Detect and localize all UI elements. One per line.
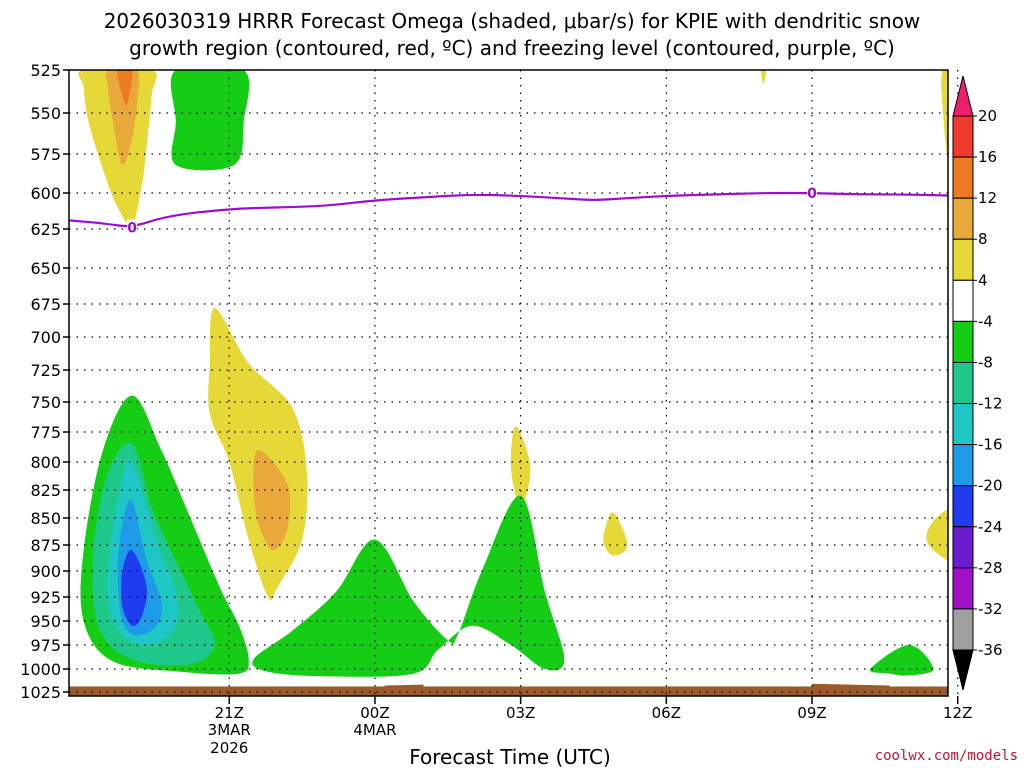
y-tick-label: 1000 bbox=[20, 660, 61, 679]
colorbar-swatch bbox=[952, 197, 974, 240]
x-tick-date: 4MAR bbox=[353, 721, 396, 739]
colorbar-label: -24 bbox=[978, 518, 1003, 536]
y-tick-label: 750 bbox=[30, 393, 61, 412]
colorbar-swatch bbox=[952, 115, 974, 158]
freezing-level-label: 0 bbox=[807, 186, 817, 202]
x-tick-label: 12Z bbox=[943, 704, 972, 722]
omega-pos-8-upper-left bbox=[105, 70, 140, 165]
plot-frame bbox=[68, 69, 949, 697]
colorbar-label: 16 bbox=[978, 148, 997, 166]
omega-neg-4-low-mid bbox=[252, 495, 565, 677]
x-axis-label: Forecast Time (UTC) bbox=[409, 745, 611, 768]
colorbar-swatch bbox=[952, 361, 974, 405]
x-tick-label: 21Z bbox=[215, 704, 244, 722]
colorbar-label: -16 bbox=[978, 436, 1003, 454]
colorbar-swatch bbox=[952, 567, 974, 610]
colorbar-label: -32 bbox=[978, 600, 1003, 618]
y-tick-label: 625 bbox=[30, 220, 61, 239]
y-tick-label: 575 bbox=[30, 145, 61, 164]
y-tick-label: 950 bbox=[30, 612, 61, 631]
x-tick-year: 2026 bbox=[210, 739, 248, 757]
colorbar-swatch bbox=[952, 444, 974, 487]
colorbar-swatch bbox=[952, 608, 974, 651]
y-tick-label: 850 bbox=[30, 509, 61, 528]
y-tick-label: 650 bbox=[30, 259, 61, 278]
credit-text: coolwx.com/models bbox=[875, 748, 1018, 764]
x-tick-label: 03Z bbox=[506, 704, 535, 722]
x-tick-label: 09Z bbox=[797, 704, 826, 722]
colorbar-bottom-arrow bbox=[952, 649, 974, 691]
colorbar-swatch bbox=[952, 403, 974, 446]
y-tick-label: 550 bbox=[30, 104, 61, 123]
freezing-level-contour: 00 bbox=[69, 185, 948, 237]
omega-pos-4-upper-right bbox=[941, 70, 948, 162]
colorbar-label: 20 bbox=[978, 107, 997, 125]
surface-bump bbox=[384, 684, 424, 687]
y-tick-label: 875 bbox=[30, 536, 61, 555]
colorbar-label: -28 bbox=[978, 559, 1003, 577]
y-tick-label: 775 bbox=[30, 423, 61, 442]
colorbar-swatch bbox=[952, 320, 974, 363]
surface-band bbox=[69, 686, 948, 696]
colorbar-label: -20 bbox=[978, 477, 1003, 495]
omega-neg-4-low-right bbox=[869, 645, 934, 676]
colorbar-label: 4 bbox=[978, 271, 988, 289]
colorbar-swatch bbox=[952, 156, 974, 199]
omega-shading-layer bbox=[78, 70, 948, 677]
colorbar-label: -36 bbox=[978, 641, 1003, 659]
y-tick-label: 900 bbox=[30, 562, 61, 581]
omega-pos-4-0500 bbox=[603, 512, 628, 556]
y-tick-label: 825 bbox=[30, 481, 61, 500]
freezing-label-bg bbox=[127, 219, 138, 235]
colorbar-label: 12 bbox=[978, 189, 997, 207]
y-tick-label: 675 bbox=[30, 295, 61, 314]
colorbar-label: -8 bbox=[978, 353, 993, 371]
y-tick-label: 800 bbox=[30, 453, 61, 472]
x-tick-label: 00Z bbox=[360, 704, 389, 722]
y-tick-label: 975 bbox=[30, 636, 61, 655]
y-axis-ticks: 525 550 575 600 625 650 675 700 725 750 775 800 825 8… bbox=[20, 61, 69, 702]
surface-terrain-band bbox=[69, 683, 948, 696]
y-tick-label: 700 bbox=[30, 328, 61, 347]
omega-neg-20-low-left bbox=[121, 549, 148, 627]
x-tick-label: 06Z bbox=[652, 704, 681, 722]
y-tick-label: 725 bbox=[30, 361, 61, 380]
omega-pos-12-upper-left bbox=[117, 70, 133, 106]
omega-pos-8-mid-left bbox=[253, 450, 291, 551]
chart-title-line2: growth region (contoured, red, ºC) and f… bbox=[129, 36, 895, 60]
freezing-level-line bbox=[69, 191, 948, 228]
colorbar-swatch bbox=[952, 238, 974, 281]
chart-title-line1: 2026030319 HRRR Forecast Omega (shaded, … bbox=[104, 9, 921, 33]
y-tick-label: 600 bbox=[30, 184, 61, 203]
colorbar-label: 8 bbox=[978, 230, 988, 248]
omega-pos-4-0309 bbox=[510, 426, 531, 507]
freezing-level-label: 0 bbox=[127, 221, 137, 237]
y-tick-label: 925 bbox=[30, 588, 61, 607]
colorbar-label: -12 bbox=[978, 395, 1003, 413]
colorbar-swatch bbox=[952, 279, 974, 322]
colorbar-swatch bbox=[952, 485, 974, 528]
surface-bump bbox=[812, 683, 890, 687]
colorbar-top-arrow bbox=[952, 75, 974, 117]
colorbar-label: -4 bbox=[978, 312, 993, 330]
colorbar-swatch bbox=[952, 526, 974, 569]
y-tick-label: 1025 bbox=[20, 683, 61, 702]
freezing-label-bg bbox=[807, 185, 818, 200]
omega-pos-4-right-mid bbox=[926, 509, 948, 561]
x-tick-date: 3MAR bbox=[208, 721, 251, 739]
colorbar: 20 16 12 8 4 -4 -8 -12 -16 -20 -24 -28 -32 -36 bbox=[952, 75, 1003, 691]
y-tick-label: 525 bbox=[30, 61, 61, 80]
omega-pos-4-top-0805 bbox=[760, 70, 766, 84]
